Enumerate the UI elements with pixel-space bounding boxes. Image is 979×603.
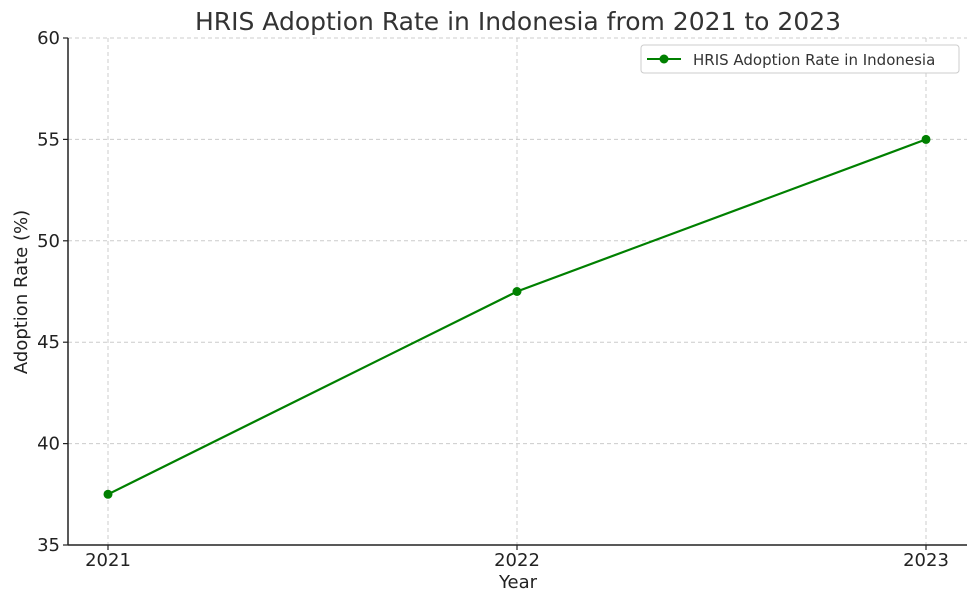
y-tick-label: 40: [37, 434, 60, 455]
x-axis-ticks: 2021 2022 2023: [85, 545, 949, 571]
data-series: [103, 134, 931, 499]
legend: HRIS Adoption Rate in Indonesia: [640, 44, 960, 74]
data-point-marker: [103, 489, 113, 499]
y-axis-ticks: 35 40 45 50 55 60: [37, 28, 68, 556]
grid-lines: [68, 37, 967, 546]
legend-label: HRIS Adoption Rate in Indonesia: [693, 51, 935, 69]
y-tick-label: 35: [37, 535, 60, 556]
legend-box: [640, 44, 960, 74]
y-tick-label: 55: [37, 129, 60, 150]
data-point-marker: [921, 134, 931, 144]
data-point-marker: [512, 287, 522, 296]
y-axis-label: Adoption Rate (%): [11, 210, 32, 374]
x-axis-label: Year: [498, 572, 538, 593]
x-tick-label: 2023: [903, 550, 949, 571]
chart-title: HRIS Adoption Rate in Indonesia from 202…: [195, 7, 841, 36]
x-tick-label: 2022: [494, 550, 540, 571]
x-tick-label: 2021: [85, 550, 131, 571]
legend-marker-icon: [659, 54, 669, 64]
y-tick-label: 60: [37, 28, 60, 49]
y-tick-label: 45: [37, 332, 60, 353]
y-tick-label: 50: [37, 231, 60, 252]
